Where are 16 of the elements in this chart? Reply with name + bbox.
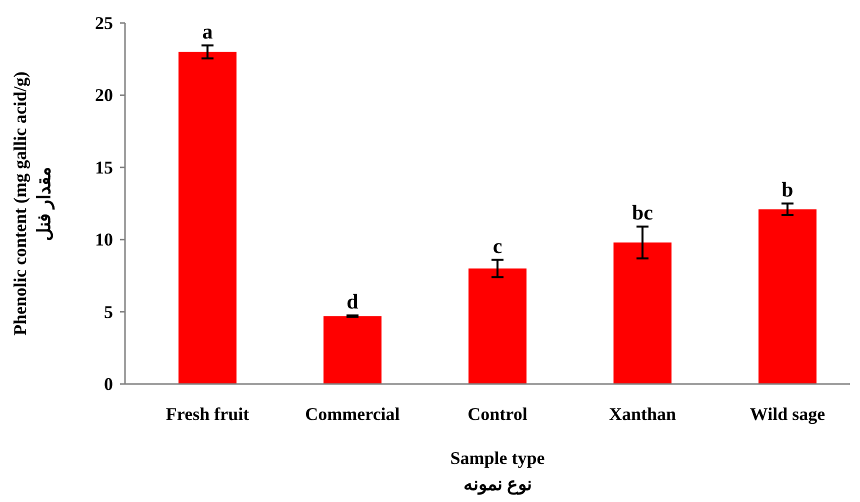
x-tick-label: Commercial (305, 404, 400, 424)
x-tick-label: Fresh fruit (166, 404, 250, 424)
y-tick-label: 20 (95, 85, 113, 106)
y-tick-label: 25 (95, 13, 113, 33)
annotation: a (202, 19, 214, 44)
x-tick-label: Control (468, 404, 528, 424)
annotation: d (346, 289, 359, 314)
annotation: c (492, 234, 502, 258)
y-tick-label: 15 (95, 157, 113, 178)
y-tick-label: 0 (104, 374, 113, 394)
annotation: b (782, 178, 794, 202)
x-tick-label: Xanthan (608, 404, 676, 424)
y-tick-label: 5 (104, 302, 113, 322)
annotation: bc (632, 200, 653, 225)
x-tick-label: Wild sage (750, 404, 826, 424)
y-tick-label: 10 (95, 230, 113, 250)
